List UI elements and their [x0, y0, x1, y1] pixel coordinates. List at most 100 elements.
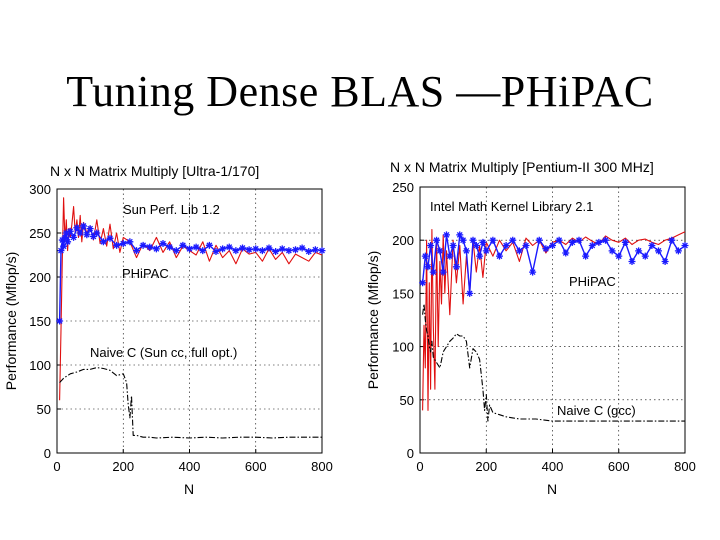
- slide-title: Tuning Dense BLAS —PHiPAC: [66, 67, 654, 116]
- data-point-star: [62, 229, 70, 237]
- x-tick-label: 200: [475, 459, 497, 474]
- data-point-star: [439, 268, 447, 276]
- data-point-star: [421, 252, 429, 260]
- data-point-star: [456, 231, 464, 239]
- data-point-star: [199, 247, 207, 255]
- x-tick-label: 0: [416, 459, 423, 474]
- data-point-star: [56, 317, 64, 325]
- data-point-star: [615, 252, 623, 260]
- data-point-star: [205, 241, 213, 249]
- data-point-star: [588, 242, 596, 250]
- data-point-star: [106, 234, 114, 242]
- data-point-star: [305, 247, 313, 255]
- y-axis-label: Performance (Mflop/s): [365, 251, 381, 389]
- data-point-star: [152, 245, 160, 253]
- data-point-star: [608, 247, 616, 255]
- data-point-star: [298, 244, 306, 252]
- data-point-star: [621, 238, 629, 246]
- data-point-star: [427, 242, 435, 250]
- data-point-star: [482, 247, 490, 255]
- data-point-star: [133, 247, 140, 255]
- data-point-star: [628, 257, 636, 265]
- series-line-intel-math-kernel-library-2-1: [422, 229, 686, 411]
- data-point-star: [595, 238, 603, 246]
- data-point-star: [466, 289, 474, 297]
- data-point-star: [568, 238, 576, 246]
- data-point-star: [245, 246, 253, 254]
- data-point-star: [252, 245, 260, 253]
- x-tick-label: 0: [53, 459, 60, 474]
- data-point-star: [57, 247, 65, 255]
- data-point-star: [126, 238, 134, 246]
- data-point-star: [66, 227, 74, 235]
- data-point-star: [433, 236, 441, 244]
- data-point-star: [462, 247, 470, 255]
- data-point-star: [99, 238, 107, 246]
- data-point-star: [166, 243, 174, 251]
- data-point-star: [318, 247, 326, 255]
- series-group: [56, 197, 326, 439]
- data-point-star: [582, 252, 590, 260]
- y-tick-label: 100: [392, 340, 414, 355]
- data-point-star: [648, 242, 656, 250]
- data-point-star: [61, 233, 69, 241]
- data-point-star: [278, 245, 286, 253]
- data-point-star: [419, 279, 427, 287]
- data-point-star: [80, 222, 87, 230]
- series-group: [419, 229, 689, 422]
- y-tick-label: 150: [392, 286, 414, 301]
- y-tick-label: 300: [29, 182, 51, 197]
- data-point-star: [429, 268, 437, 276]
- y-tick-label: 200: [29, 270, 51, 285]
- x-tick-label: 800: [674, 459, 696, 474]
- data-point-star: [70, 233, 78, 241]
- data-point-star: [602, 236, 609, 244]
- x-tick-label: 200: [112, 459, 134, 474]
- x-tick-label: 600: [608, 459, 630, 474]
- data-point-star: [509, 236, 517, 244]
- x-tick-label: 800: [311, 459, 333, 474]
- data-point-star: [58, 236, 66, 244]
- data-point-star: [522, 242, 530, 250]
- data-point-star: [529, 268, 537, 276]
- data-point-star: [292, 246, 299, 254]
- annotation-sun-perf-lib: Sun Perf. Lib 1.2: [123, 202, 220, 217]
- data-point-star: [479, 238, 487, 246]
- data-point-star: [535, 236, 543, 244]
- data-point-star: [64, 238, 72, 246]
- data-point-star: [449, 242, 457, 250]
- data-point-star: [225, 243, 233, 251]
- annotation-intel-mkl: Intel Math Kernel Library 2.1: [430, 199, 593, 214]
- x-axis-label: N: [547, 481, 557, 497]
- axis-ticks: 0 200 400 600 800 0 50 100 150 200 250 300: [29, 182, 333, 474]
- chart-title: N x N Matrix Multiply [Ultra-1/170]: [50, 163, 259, 179]
- data-point-star: [219, 245, 227, 253]
- annotation-naive-c: Naive C (Sun cc, full opt.): [90, 345, 237, 360]
- data-point-star: [272, 247, 280, 255]
- data-point-star: [489, 236, 497, 244]
- y-tick-label: 100: [29, 358, 51, 373]
- x-tick-label: 400: [179, 459, 201, 474]
- data-point-star: [179, 241, 187, 249]
- data-point-star: [285, 247, 293, 255]
- data-point-star: [674, 247, 682, 255]
- data-point-star: [459, 236, 467, 244]
- data-point-star: [542, 245, 550, 253]
- data-point-star: [562, 249, 570, 257]
- data-point-star: [655, 247, 662, 255]
- chart-ultra: N x N Matrix Multiply [Ultra-1/170] 0 200…: [3, 163, 333, 497]
- data-point-star: [661, 257, 669, 265]
- data-point-star: [265, 244, 273, 252]
- chart-pentium: N x N Matrix Multiply [Pentium-II 300 MH…: [365, 159, 696, 497]
- data-point-star: [159, 240, 167, 248]
- data-point-star: [73, 224, 81, 232]
- data-point-star: [443, 231, 450, 239]
- data-point-star: [502, 242, 510, 250]
- y-tick-label: 0: [44, 446, 51, 461]
- data-point-star: [469, 236, 477, 244]
- data-point-star: [555, 236, 563, 244]
- data-point-star: [476, 252, 484, 260]
- annotation-phipac: PHiPAC: [122, 266, 169, 281]
- data-point-star: [681, 242, 689, 250]
- data-point-star: [212, 247, 220, 255]
